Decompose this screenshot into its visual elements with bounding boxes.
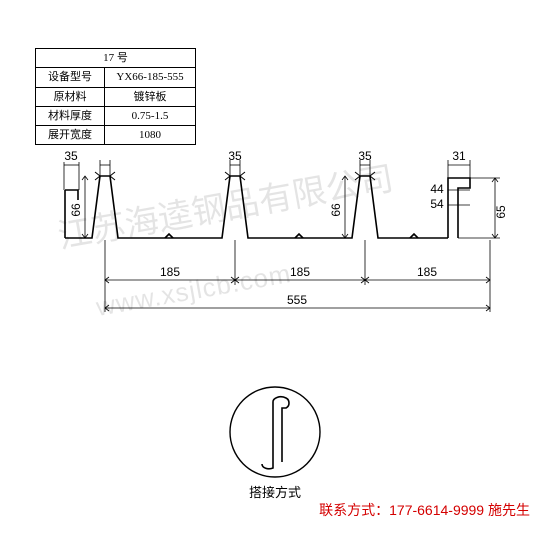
dim-top-0: 35 bbox=[64, 149, 78, 163]
dim-total: 555 bbox=[287, 293, 307, 307]
detail-caption: 搭接方式 bbox=[249, 482, 301, 501]
dim-h-2: 65 bbox=[494, 205, 508, 219]
detail-circle bbox=[230, 387, 320, 477]
profile-drawing: 35 35 35 31 66 66 65 44 54 185 185 185 5… bbox=[0, 0, 550, 550]
dim-r-a: 44 bbox=[430, 182, 444, 196]
detail-seam bbox=[262, 397, 289, 469]
dim-seg-1: 185 bbox=[290, 265, 310, 279]
dim-seg-2: 185 bbox=[417, 265, 437, 279]
dim-h-0: 66 bbox=[69, 203, 83, 217]
dim-top-2: 35 bbox=[358, 149, 372, 163]
contact-line: 联系方式：177-6614-9999 施先生 bbox=[319, 500, 530, 520]
contact-label: 联系方式： bbox=[319, 502, 389, 518]
dim-top-3: 31 bbox=[452, 149, 466, 163]
dim-seg-0: 185 bbox=[160, 265, 180, 279]
contact-phone: 177-6614-9999 bbox=[389, 502, 484, 518]
dim-top-1: 35 bbox=[228, 149, 242, 163]
dim-h-1: 66 bbox=[329, 203, 343, 217]
dim-r-b: 54 bbox=[430, 197, 444, 211]
contact-name: 施先生 bbox=[484, 502, 530, 518]
